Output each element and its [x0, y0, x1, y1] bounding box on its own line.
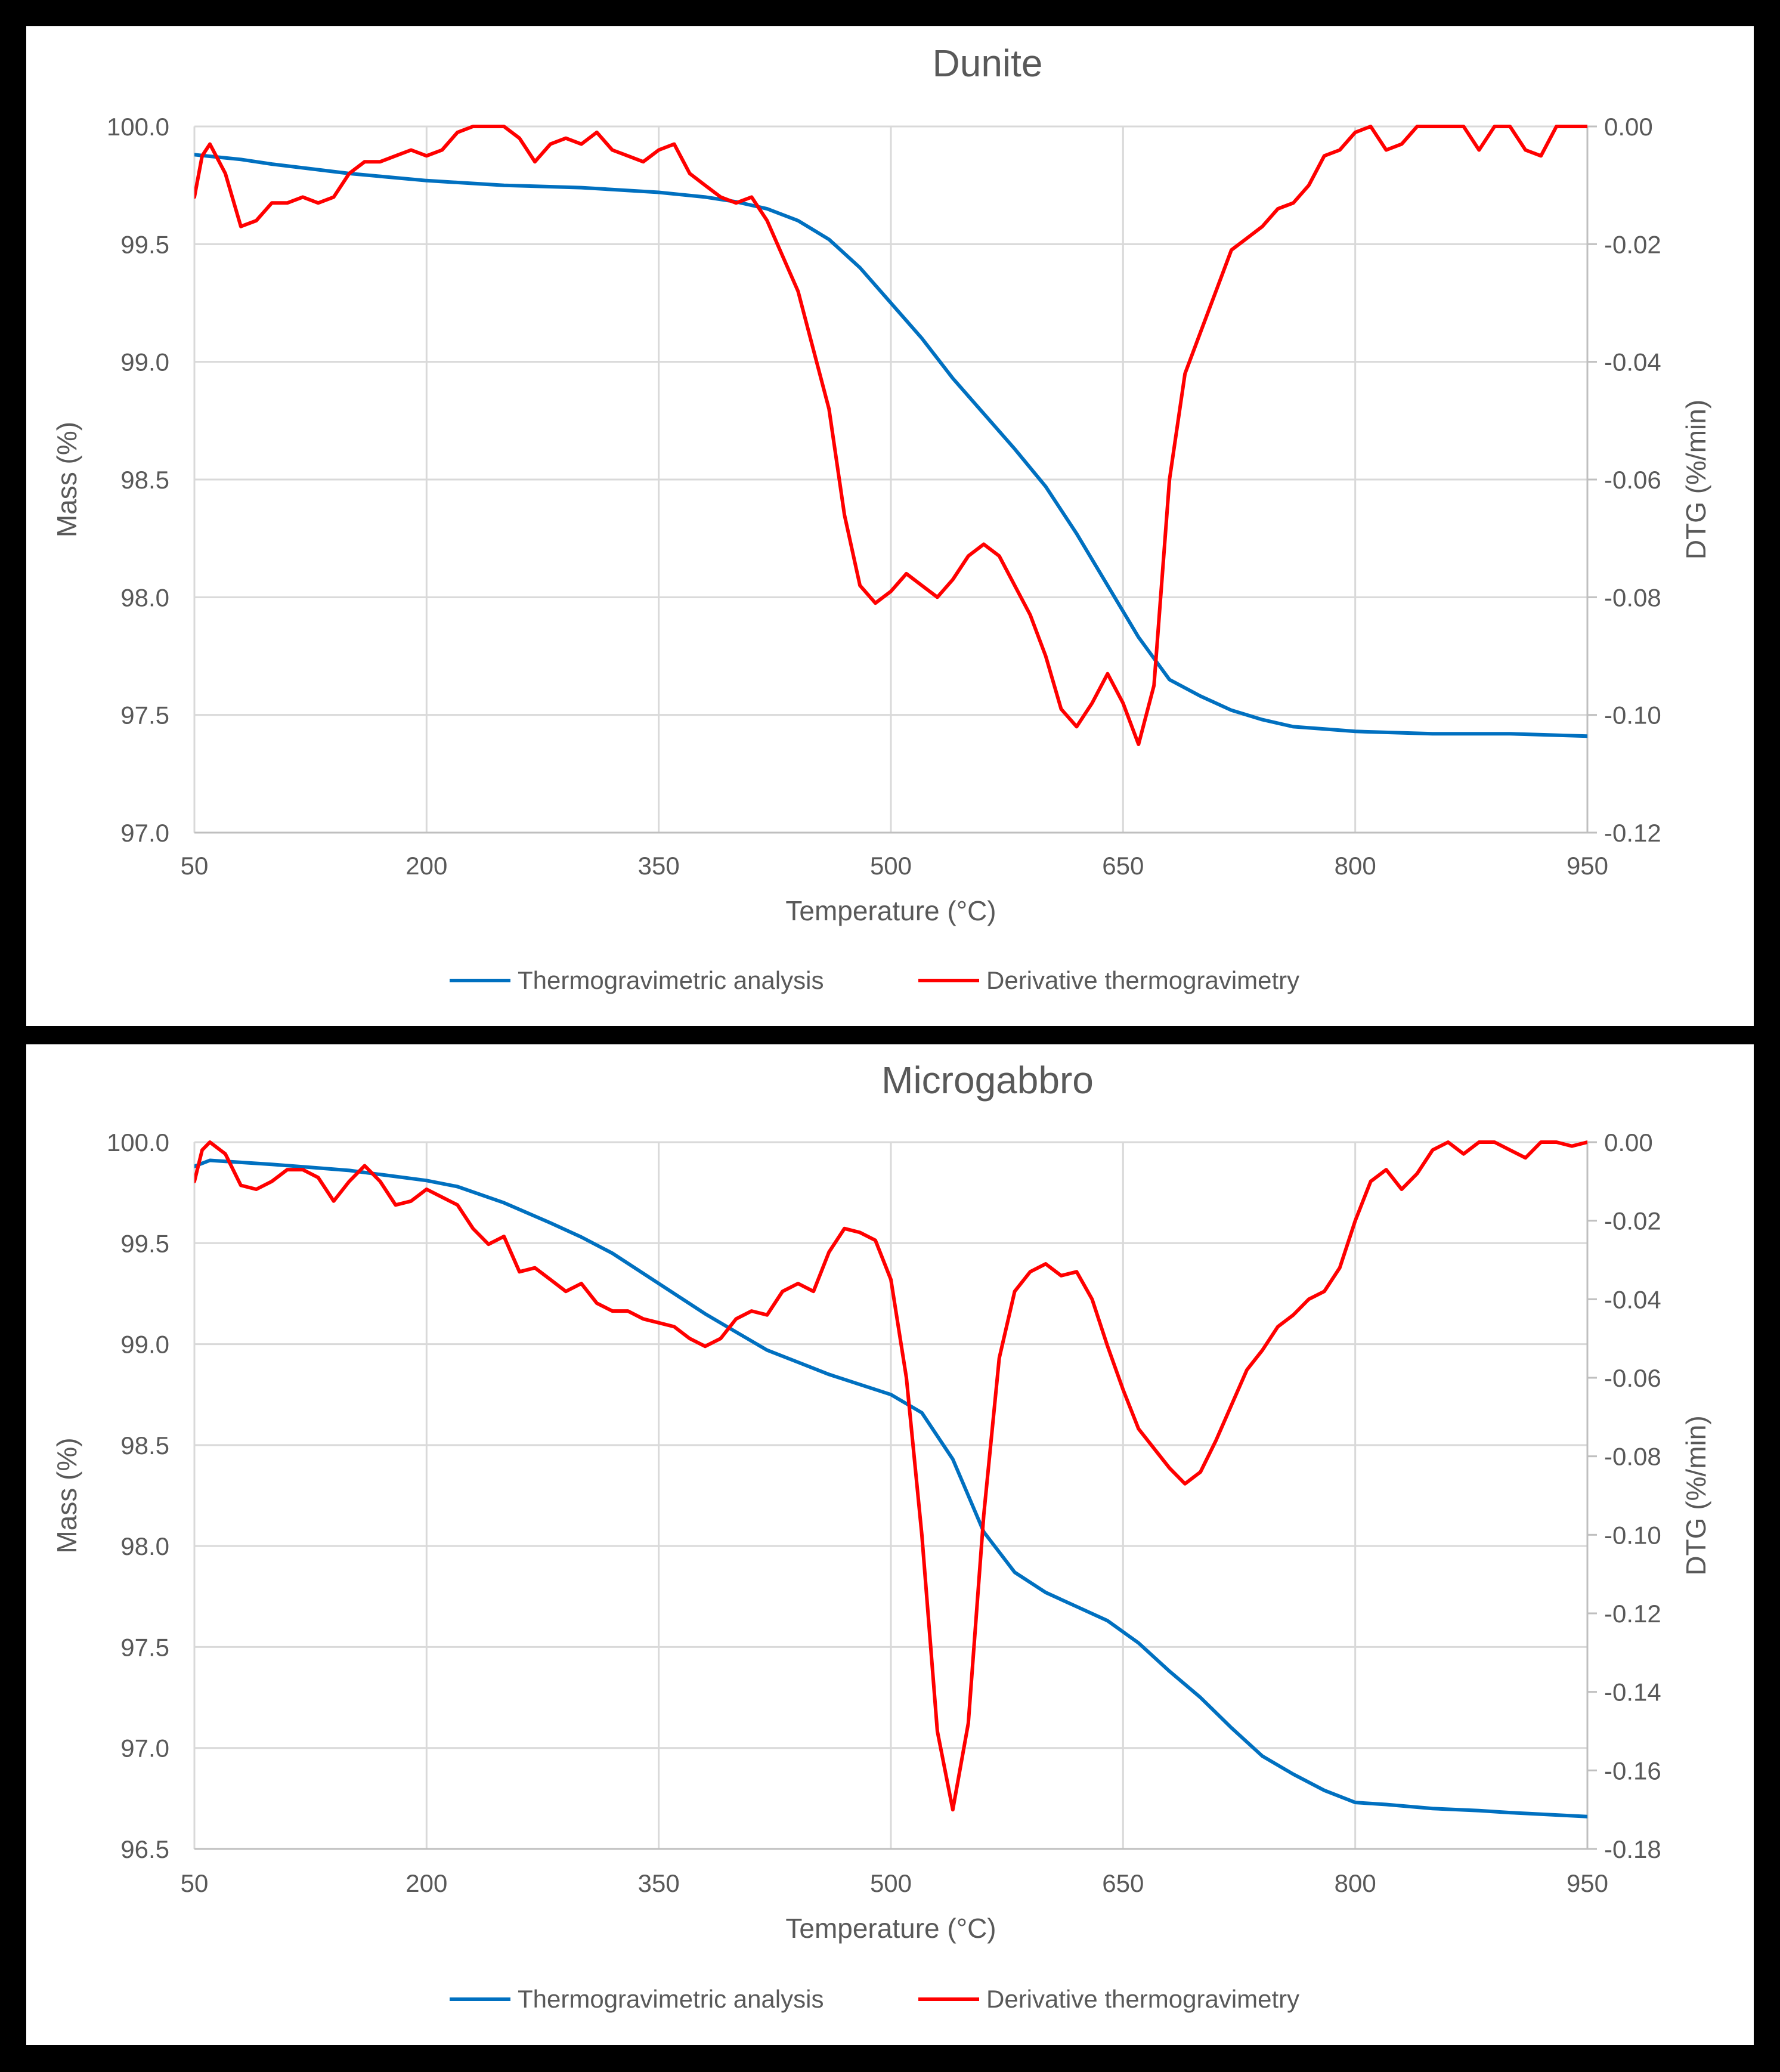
y-tick-label: 99.0: [120, 348, 169, 376]
dtg-series-line: [194, 125, 1587, 746]
y2-tick-label: -0.10: [1604, 701, 1661, 729]
y-tick-label: 98.0: [120, 583, 169, 611]
y-axis-label: Mass (%): [51, 422, 82, 537]
y-tick-label: 97.0: [120, 1734, 169, 1762]
y2-tick-label: -0.02: [1604, 230, 1661, 258]
x-tick-label: 800: [1335, 852, 1376, 880]
y2-axis-label: DTG (%/min): [1680, 1415, 1711, 1575]
y2-tick-label: -0.02: [1604, 1207, 1661, 1235]
x-tick-label: 950: [1567, 1869, 1608, 1897]
y2-tick-label: -0.04: [1604, 348, 1661, 376]
dtg-series-line: [194, 1140, 1587, 1812]
chart-panel-microgabbro: Microgabbro 50 200 350 500 650 800 950 96.5 97.0 9…: [51, 1059, 1711, 2013]
x-tick-label: 200: [405, 852, 447, 880]
x-tick-label: 200: [405, 1869, 447, 1897]
y-tick-label: 99.0: [120, 1331, 169, 1359]
y2-tick-label: -0.14: [1604, 1678, 1661, 1706]
x-tick-label: 800: [1335, 1869, 1376, 1897]
y-tick-label: 98.5: [120, 466, 169, 494]
x-tick-label: 650: [1102, 1869, 1144, 1897]
y-tick-label: 97.5: [120, 1633, 169, 1661]
x-tick-label: 950: [1567, 852, 1608, 880]
legend-label: Derivative thermogravimetry: [986, 1985, 1299, 2013]
y-tick-label: 96.5: [120, 1835, 169, 1863]
x-tick-label: 650: [1102, 852, 1144, 880]
legend-label: Thermogravimetric analysis: [518, 1985, 824, 2013]
y2-tick-label: -0.12: [1604, 819, 1661, 847]
y2-tick-label: -0.18: [1604, 1835, 1661, 1863]
y2-tick-label: -0.06: [1604, 466, 1661, 494]
y2-tick-label: -0.16: [1604, 1756, 1661, 1785]
x-axis-label: Temperature (°C): [785, 895, 996, 926]
y-tick-label: 99.5: [120, 1229, 169, 1257]
x-tick-label: 50: [181, 1869, 209, 1897]
x-tick-label: 50: [181, 852, 209, 880]
y2-tick-label: -0.10: [1604, 1521, 1661, 1549]
y-tick-label: 99.5: [120, 230, 169, 258]
y2-tick-label: 0.00: [1604, 113, 1653, 141]
x-tick-label: 350: [638, 1869, 680, 1897]
y-tick-label: 100.0: [107, 1128, 169, 1156]
y-tick-label: 100.0: [107, 113, 169, 141]
legend-label: Derivative thermogravimetry: [986, 966, 1299, 994]
tga-series-line: [194, 1158, 1587, 1819]
legend-label: Thermogravimetric analysis: [518, 966, 824, 994]
x-tick-label: 350: [638, 852, 680, 880]
y-axis-label: Mass (%): [51, 1437, 82, 1553]
y-tick-label: 98.0: [120, 1532, 169, 1560]
x-tick-label: 500: [870, 1869, 912, 1897]
y-tick-label: 97.0: [120, 819, 169, 847]
x-tick-label: 500: [870, 852, 912, 880]
y2-tick-label: 0.00: [1604, 1128, 1653, 1156]
y2-tick-label: -0.06: [1604, 1364, 1661, 1392]
chart-title: Microgabbro: [881, 1059, 1094, 1102]
y2-tick-label: -0.08: [1604, 583, 1661, 611]
x-axis-label: Temperature (°C): [785, 1913, 996, 1944]
tga-series-line: [194, 153, 1587, 738]
y-tick-label: 97.5: [120, 701, 169, 729]
chart-title: Dunite: [933, 42, 1043, 85]
y2-tick-label: -0.04: [1604, 1285, 1661, 1313]
y2-axis-label: DTG (%/min): [1680, 400, 1711, 559]
y2-tick-label: -0.12: [1604, 1600, 1661, 1628]
y-tick-label: 98.5: [120, 1431, 169, 1459]
y2-tick-label: -0.08: [1604, 1443, 1661, 1471]
chart-panel-dunite: Dunite 50 200 350 500 650 800 950 97.0 97.5 98.0 98…: [51, 42, 1711, 994]
